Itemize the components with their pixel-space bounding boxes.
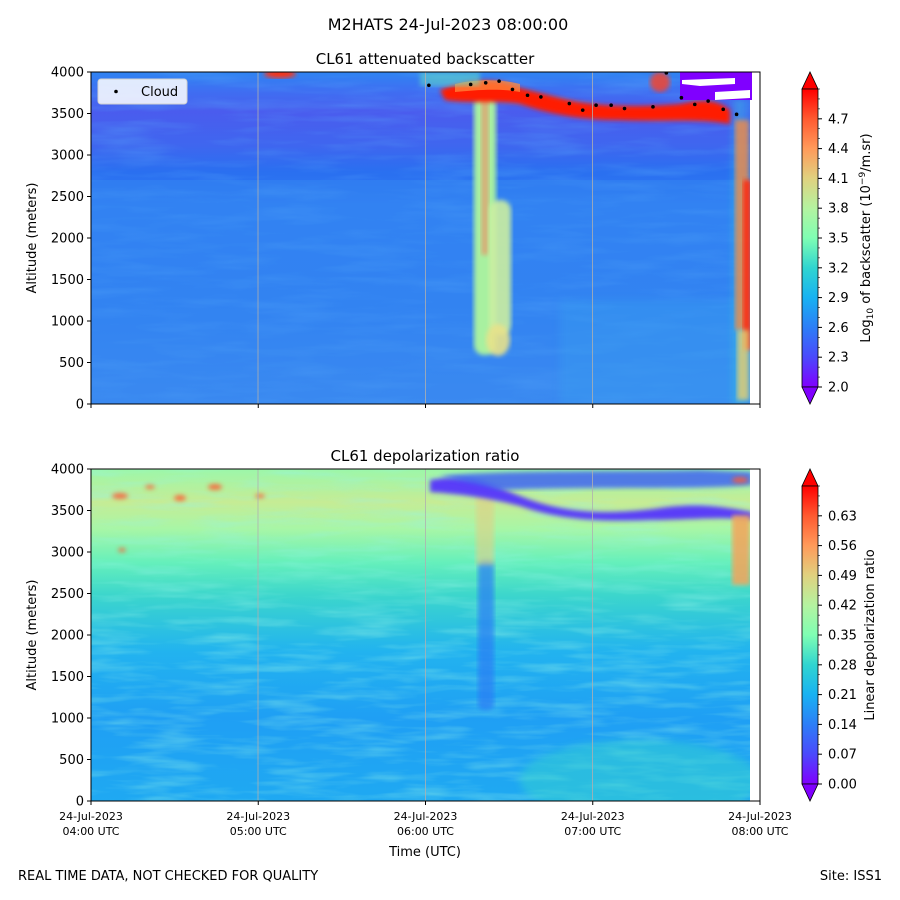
y-tick-label: 1000 (51, 712, 84, 727)
depolarization-title: CL61 depolarization ratio (331, 447, 520, 465)
colorbar-tick-label: 2.3 (828, 351, 849, 366)
colorbar-tick-label: 0.14 (828, 718, 857, 733)
colorbar-tick-label: 4.1 (828, 172, 849, 187)
x-axis-label: Time (UTC) (388, 845, 461, 860)
backscatter-panel: CL61 attenuated backscatter (25, 50, 876, 413)
cloud-point (622, 106, 627, 111)
x-tick-date: 24-Jul-2023 (394, 810, 458, 823)
cloud-point (468, 82, 473, 87)
backscatter-y-ticks: 0 500 1000 1500 2000 2500 3000 3500 4000 (51, 66, 91, 413)
cloud-points (427, 72, 739, 117)
colorbar-tick-label: 0.63 (828, 509, 857, 524)
colorbar-tick-label: 2.0 (828, 381, 849, 396)
colorbar-tick-label: 0.28 (828, 658, 857, 673)
colorbar-tick-label: 2.6 (828, 321, 849, 336)
colorbar-tick-label: 3.8 (828, 202, 849, 217)
y-tick-label: 3000 (51, 546, 84, 561)
cloud-point (679, 95, 684, 100)
colorbar-tick-label: 0.42 (828, 599, 857, 614)
y-tick-label: 3000 (51, 149, 84, 164)
y-tick-label: 1500 (51, 670, 84, 685)
cloud-point (427, 83, 431, 88)
colorbar-tick-label: 4.4 (828, 142, 849, 157)
colorbar-tick-label: 4.7 (828, 112, 849, 127)
backscatter-heatmap (91, 72, 760, 404)
y-tick-label: 2500 (51, 190, 84, 205)
cloud-point (497, 79, 501, 83)
colorbar-tick-label: 0.49 (828, 569, 857, 584)
cloud-point (539, 95, 543, 99)
y-tick-label: 1000 (51, 315, 84, 330)
cloud-point (567, 101, 572, 106)
y-tick-label: 2000 (51, 232, 84, 247)
depolarization-y-ticks: 0 500 1000 1500 2000 2500 3000 3500 4000 (51, 463, 91, 810)
depolarization-colorbar-ticks: 0.00 0.07 0.14 0.21 0.28 0.35 0.42 0.49 0.56 0.63 (818, 485, 857, 793)
cloud-point (721, 107, 726, 112)
x-tick-date: 24-Jul-2023 (728, 810, 792, 823)
x-tick-time: 07:00 UTC (564, 825, 621, 838)
y-tick-label: 4000 (51, 66, 84, 81)
site-label: Site: ISS1 (819, 869, 882, 884)
cloud-point (734, 112, 739, 117)
backscatter-colorbar-ticks: 2.0 2.3 2.6 2.9 3.2 3.5 3.8 4.1 4.4 4.7 (818, 88, 849, 396)
depolarization-heatmap (91, 469, 760, 801)
x-tick-time: 04:00 UTC (62, 825, 119, 838)
y-tick-label: 3500 (51, 504, 84, 519)
y-tick-label: 0 (76, 795, 84, 810)
quality-disclaimer: REAL TIME DATA, NOT CHECKED FOR QUALITY (18, 869, 319, 884)
cloud-point (594, 103, 598, 107)
legend-cloud-marker (114, 89, 118, 94)
colorbar-tick-label: 0.07 (828, 748, 857, 763)
colorbar-tick-label: 0.00 (828, 778, 857, 793)
y-tick-label: 0 (76, 398, 84, 413)
x-tick-date: 24-Jul-2023 (561, 810, 625, 823)
backscatter-y-label: Altitude (meters) (25, 183, 40, 294)
cloud-point (580, 108, 585, 112)
cloud-point (651, 105, 655, 109)
cloud-point (692, 102, 697, 107)
depolarization-x-ticks: 24-Jul-2023 04:00 UTC 24-Jul-2023 05:00 UTC… (59, 801, 792, 838)
y-tick-label: 2500 (51, 587, 84, 602)
y-tick-label: 4000 (51, 463, 84, 478)
colorbar-tick-label: 3.2 (828, 261, 849, 276)
depolarization-colorbar: 0.00 0.07 0.14 0.21 0.28 0.35 0.42 0.49 0.56 0.63… (801, 468, 878, 802)
depolarization-y-label: Altitude (meters) (25, 580, 40, 691)
cloud-point (664, 72, 669, 75)
depolarization-colorbar-label: Linear depolarization ratio (863, 549, 878, 720)
colorbar-tick-label: 2.9 (828, 291, 849, 306)
cloud-point (525, 93, 530, 98)
x-tick-date: 24-Jul-2023 (59, 810, 123, 823)
legend-cloud-label: Cloud (141, 85, 178, 100)
y-tick-label: 3500 (51, 107, 84, 122)
backscatter-title: CL61 attenuated backscatter (316, 50, 535, 68)
backscatter-x-ticks (90, 404, 761, 408)
x-tick-time: 06:00 UTC (397, 825, 454, 838)
x-tick-time: 08:00 UTC (731, 825, 788, 838)
colorbar-tick-label: 3.5 (828, 232, 849, 247)
colorbar-tick-label: 0.56 (828, 539, 857, 554)
colorbar-tick-label: 0.35 (828, 629, 857, 644)
cloud-point (510, 87, 515, 92)
figure-title: M2HATS 24-Jul-2023 08:00:00 (328, 15, 569, 34)
backscatter-colorbar-label: Log10 of backscatter (10−9/m.sr) (858, 133, 876, 342)
cloud-legend: Cloud (97, 78, 188, 105)
y-tick-label: 1500 (51, 273, 84, 288)
cloud-point (609, 103, 613, 107)
y-tick-label: 500 (59, 753, 84, 768)
cloud-point (483, 80, 488, 85)
y-tick-label: 500 (59, 356, 84, 371)
backscatter-colorbar: 2.0 2.3 2.6 2.9 3.2 3.5 3.8 4.1 4.4 4.7 Log10 of … (801, 71, 876, 405)
colorbar-tick-label: 0.21 (828, 688, 857, 703)
x-tick-date: 24-Jul-2023 (226, 810, 290, 823)
x-tick-time: 05:00 UTC (230, 825, 287, 838)
y-tick-label: 2000 (51, 629, 84, 644)
cloud-point (706, 99, 710, 103)
depolarization-panel: CL61 depolarization ratio (25, 447, 878, 860)
